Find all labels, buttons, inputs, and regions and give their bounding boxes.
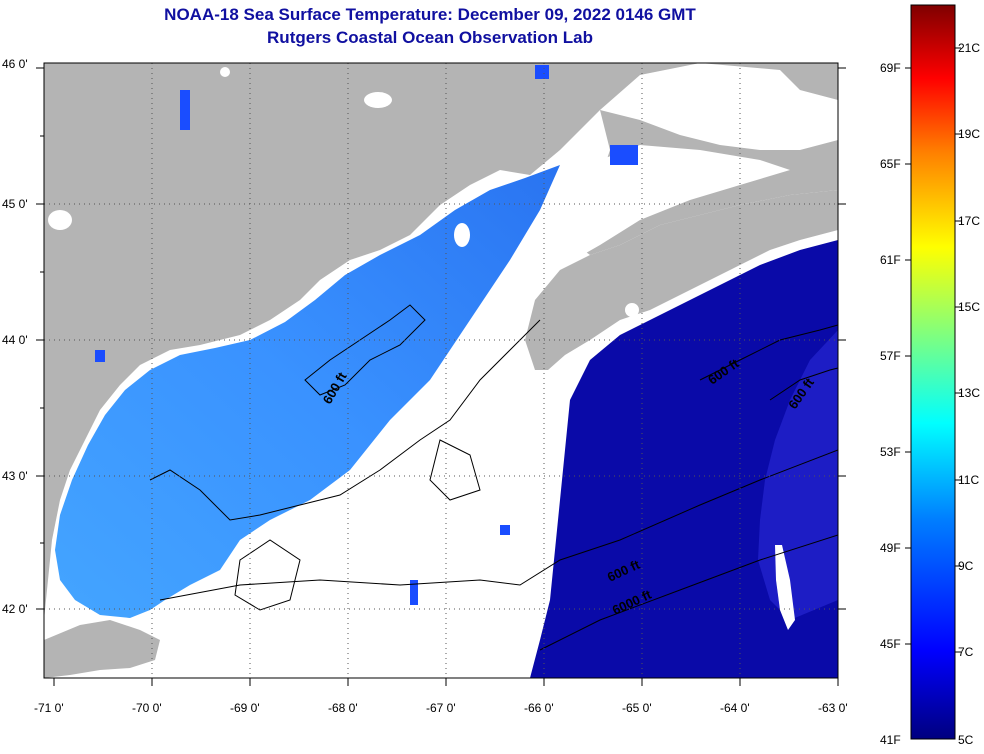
lat-label-44: 44 0' bbox=[2, 333, 28, 347]
lon-label-68: -68 0' bbox=[328, 701, 358, 715]
lon-label-69: -69 0' bbox=[230, 701, 260, 715]
lon-label-70: -70 0' bbox=[132, 701, 162, 715]
cb-f-57: 57F bbox=[880, 349, 901, 363]
cb-c-7: 7C bbox=[958, 645, 974, 659]
land-new-england bbox=[44, 63, 838, 620]
cb-f-61: 61F bbox=[880, 253, 901, 267]
colorbar-ticks bbox=[905, 47, 961, 653]
cb-c-19: 19C bbox=[958, 127, 980, 141]
map-frame bbox=[43, 62, 839, 679]
cb-c-5: 5C bbox=[958, 733, 974, 747]
cb-f-49: 49F bbox=[880, 541, 901, 555]
cb-f-53: 53F bbox=[880, 445, 901, 459]
cb-f-41: 41F bbox=[880, 733, 901, 747]
scattered-pixels bbox=[95, 65, 638, 605]
lon-label-66: -66 0' bbox=[524, 701, 554, 715]
cb-c-21: 21C bbox=[958, 41, 980, 55]
temperature-colorbar bbox=[910, 4, 956, 740]
cb-f-45: 45F bbox=[880, 637, 901, 651]
lon-label-67: -67 0' bbox=[426, 701, 456, 715]
cloud-holes bbox=[48, 67, 639, 317]
cb-c-11: 11C bbox=[958, 473, 979, 487]
lon-label-71: -71 0' bbox=[34, 701, 64, 715]
lon-ticks bbox=[53, 678, 839, 686]
cb-c-17: 17C bbox=[958, 214, 980, 228]
cb-f-69: 69F bbox=[880, 61, 901, 75]
cb-f-65: 65F bbox=[880, 157, 901, 171]
cb-c-15: 15C bbox=[958, 300, 980, 314]
lat-label-42: 42 0' bbox=[2, 602, 28, 616]
lon-label-63: -63 0' bbox=[818, 701, 848, 715]
sst-nearshore-band bbox=[55, 165, 560, 618]
land-cape-cod bbox=[44, 620, 160, 678]
lon-label-64: -64 0' bbox=[720, 701, 750, 715]
lat-ticks bbox=[36, 67, 846, 610]
land-nova-scotia bbox=[525, 190, 838, 370]
map-title: NOAA-18 Sea Surface Temperature: Decembe… bbox=[164, 5, 696, 24]
lat-label-43: 43 0' bbox=[2, 469, 28, 483]
bay-of-fundy bbox=[560, 145, 790, 265]
lat-label-45: 45 0' bbox=[2, 197, 28, 211]
map-subtitle: Rutgers Coastal Ocean Observation Lab bbox=[267, 28, 593, 47]
lon-label-65: -65 0' bbox=[622, 701, 652, 715]
lat-label-46: 46 0' bbox=[2, 57, 28, 71]
bathymetry-contours bbox=[149, 304, 838, 651]
cb-c-13: 13C bbox=[958, 386, 980, 400]
cloud-patch bbox=[775, 545, 795, 630]
cb-c-9: 9C bbox=[958, 559, 974, 573]
